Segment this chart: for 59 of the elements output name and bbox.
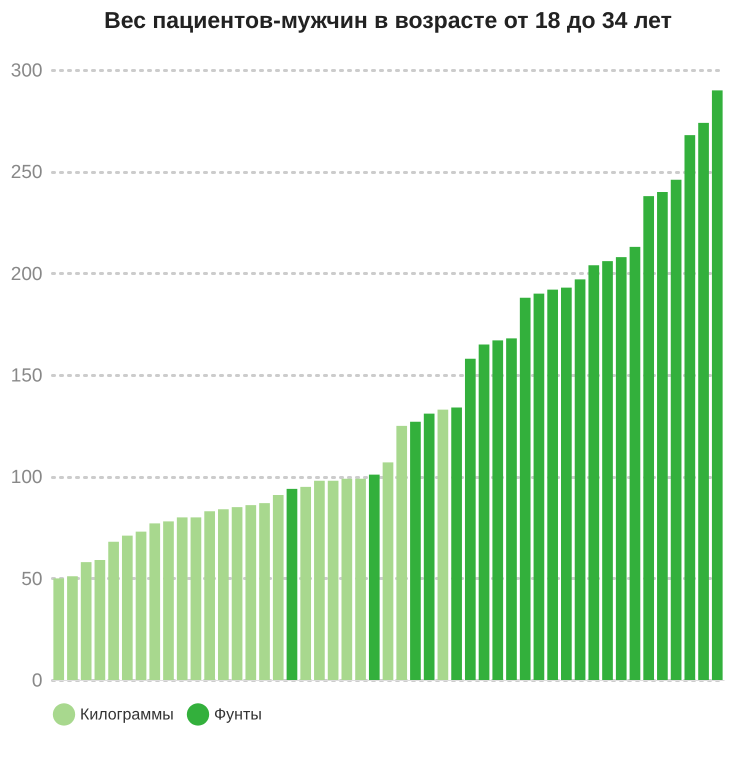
legend-label: Фунты [214,706,262,724]
bar [657,192,668,680]
bar [712,90,723,680]
bar [382,462,394,680]
y-tick-label: 200 [10,264,42,285]
bar [176,517,188,680]
y-tick-label: 250 [10,162,42,184]
legend-label: Килограммы [80,706,174,724]
bar [80,562,92,680]
bar [492,340,504,680]
bar [136,532,146,680]
bar [478,344,490,680]
bar [424,414,435,680]
bar [94,560,106,680]
bar [149,523,160,680]
bar [616,257,627,680]
y-tick-label: 100 [10,467,42,488]
bar [245,505,256,680]
bar [341,478,352,680]
y-tick-label: 150 [10,366,42,386]
bar [698,122,709,680]
bar [506,338,517,680]
bar [643,196,654,680]
bar [670,180,682,680]
bar [438,410,448,680]
chart-title: Вес пациентов-мужчин в возрасте от 18 до 34 лет [104,7,672,33]
bar [67,576,78,680]
bar [561,288,572,680]
bar [163,521,174,680]
bar [53,578,64,680]
bar [300,486,312,680]
bar [684,135,696,680]
y-tick-label: 50 [21,568,42,590]
bar [574,279,586,680]
bar [464,358,476,680]
bar [108,542,119,680]
bar [451,408,462,680]
bar [602,261,613,680]
bar [314,480,325,680]
bar [630,246,640,680]
bar [190,517,202,680]
bar [547,290,558,680]
bar [588,265,600,680]
bar [368,474,380,680]
y-tick-label: 0 [32,670,42,692]
bar [218,509,229,680]
bar [286,488,298,680]
y-tick-label: 300 [10,60,42,82]
bar [534,294,544,680]
bar [328,480,338,680]
bar [204,511,215,680]
bar [410,422,421,680]
bar [259,503,270,680]
bar [355,478,366,680]
bar [122,536,133,680]
bar [396,426,408,680]
bar [272,494,284,680]
bar [520,298,531,680]
bar [232,507,242,680]
